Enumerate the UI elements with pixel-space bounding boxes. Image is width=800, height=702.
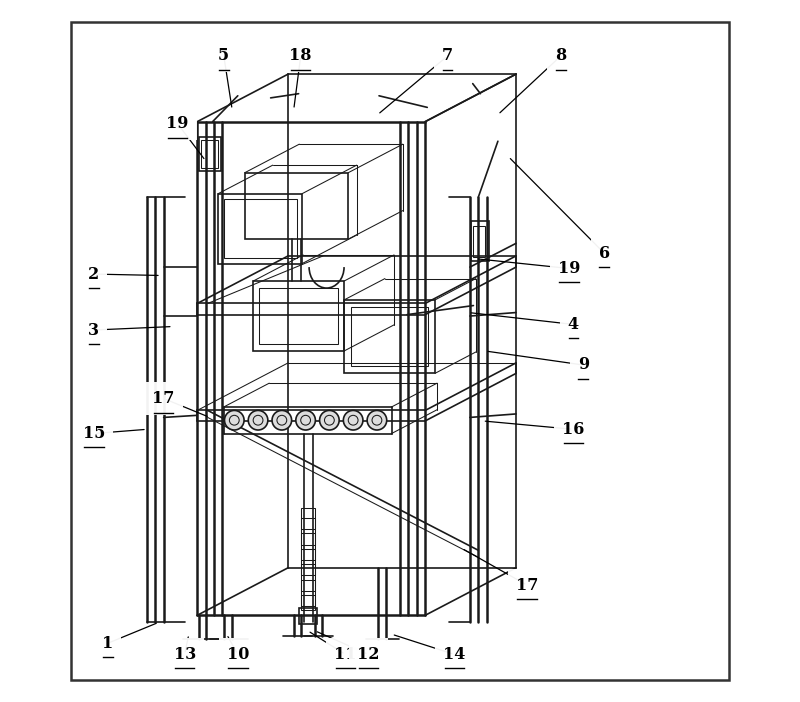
Text: 19: 19 <box>558 260 580 277</box>
Circle shape <box>272 411 292 430</box>
Bar <box>302 580 315 591</box>
Text: 16: 16 <box>562 420 585 438</box>
Text: 3: 3 <box>88 322 99 338</box>
Text: 6: 6 <box>598 244 610 262</box>
Text: 7: 7 <box>442 48 453 65</box>
Text: 1: 1 <box>102 635 114 651</box>
Text: 11: 11 <box>334 646 357 663</box>
Bar <box>302 564 315 576</box>
Bar <box>344 300 435 373</box>
Text: 12: 12 <box>358 646 380 663</box>
Bar <box>351 307 428 366</box>
Bar <box>302 534 315 545</box>
Bar <box>473 226 486 258</box>
Bar <box>302 595 315 607</box>
Text: 19: 19 <box>166 115 189 132</box>
Text: 13: 13 <box>174 646 196 663</box>
Bar <box>224 199 297 258</box>
Bar <box>202 140 218 168</box>
Bar <box>258 288 338 344</box>
Bar <box>245 173 348 239</box>
Text: 2: 2 <box>88 265 99 283</box>
Bar <box>299 609 318 623</box>
Bar <box>253 281 344 351</box>
Text: 5: 5 <box>218 48 230 65</box>
Bar <box>218 194 302 263</box>
Circle shape <box>296 411 315 430</box>
Text: 14: 14 <box>443 646 466 663</box>
Text: 4: 4 <box>568 316 579 333</box>
Bar <box>302 508 315 610</box>
Bar <box>302 518 315 529</box>
Circle shape <box>248 411 268 430</box>
Bar <box>470 221 489 262</box>
Text: 9: 9 <box>578 357 589 373</box>
Text: 17: 17 <box>516 577 538 594</box>
Text: 17: 17 <box>153 390 175 407</box>
Text: 15: 15 <box>82 425 105 442</box>
Text: 18: 18 <box>290 48 312 65</box>
Circle shape <box>225 411 244 430</box>
Bar <box>302 549 315 560</box>
Text: 10: 10 <box>226 646 249 663</box>
Bar <box>198 137 221 171</box>
Text: 8: 8 <box>555 48 566 65</box>
Circle shape <box>319 411 339 430</box>
Circle shape <box>343 411 363 430</box>
Circle shape <box>367 411 386 430</box>
